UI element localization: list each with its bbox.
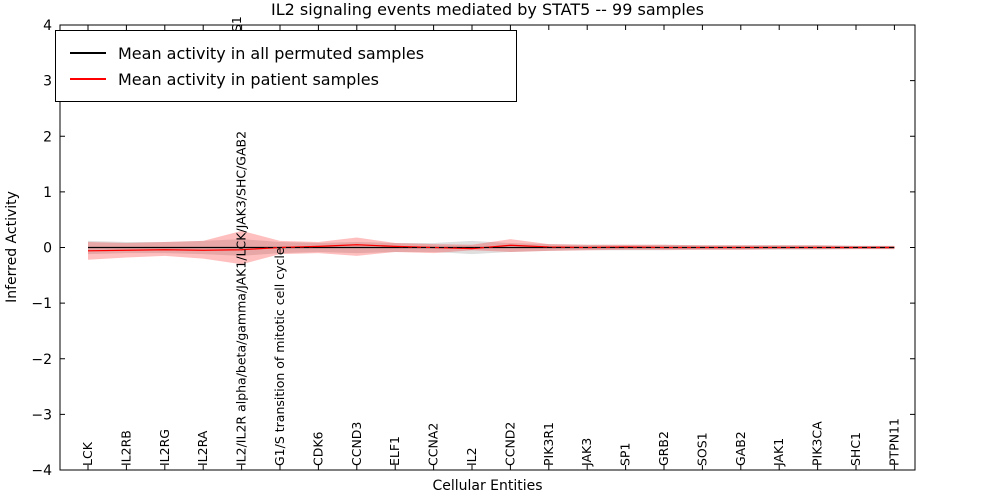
x-tick-label: SP1 [618,443,633,466]
patient-mean-line [87,244,895,252]
y-tick-label: 2 [43,129,52,145]
x-tick-label: G1/S transition of mitotic cell cycle [272,247,287,466]
legend-line-patient-icon [70,78,106,80]
y-tick-label: −4 [31,463,52,479]
x-tick-label-overflow: S1 [229,16,244,32]
x-tick-label: PIK3CA [810,421,825,466]
x-tick-label: JAK1 [771,438,786,467]
x-tick-label: SHC1 [848,432,863,466]
y-axis-label: Inferred Activity [4,191,20,303]
x-tick-label: GRB2 [656,431,671,466]
x-tick-label: CDK6 [310,431,325,466]
y-tick-label: 0 [43,241,52,257]
x-tick-label: PTPN11 [886,418,901,466]
x-tick-label: JAK3 [579,438,594,467]
x-tick-label: CCND2 [502,422,517,466]
x-tick-label: CCNA2 [426,423,441,466]
y-tick-label: 3 [43,74,52,90]
y-tick-label: −2 [31,352,52,368]
x-tick-label: IL2RA [195,430,210,466]
x-tick-label: IL2 [464,447,479,466]
x-tick-label: IL2RG [157,429,172,466]
x-tick-label: GAB2 [733,431,748,466]
legend-item: Mean activity in all permuted samples [70,40,502,66]
legend-label-patient: Mean activity in patient samples [118,69,379,89]
chart-title: IL2 signaling events mediated by STAT5 -… [271,0,704,19]
y-tick-label: 1 [43,185,52,201]
y-tick-label: −1 [31,296,52,312]
x-tick-label: ELF1 [387,436,402,466]
legend-label-permuted: Mean activity in all permuted samples [118,43,425,63]
y-tick-label: 4 [43,18,52,34]
x-tick-label: CCND3 [349,422,364,466]
x-tick-label: SOS1 [694,432,709,466]
x-tick-label: IL2RB [118,430,133,466]
legend-line-permuted-icon [70,52,106,54]
y-tick-label: −3 [31,407,52,423]
x-tick-label: PIK3R1 [541,422,556,466]
legend-item: Mean activity in patient samples [70,66,502,92]
legend: Mean activity in all permuted samples Me… [55,30,517,102]
x-axis-label: Cellular Entities [432,478,543,494]
x-tick-label: LCK [80,441,95,466]
x-tick-label: IL2/IL2R alpha/beta/gamma/JAK1/LCK/JAK3/… [234,131,249,466]
